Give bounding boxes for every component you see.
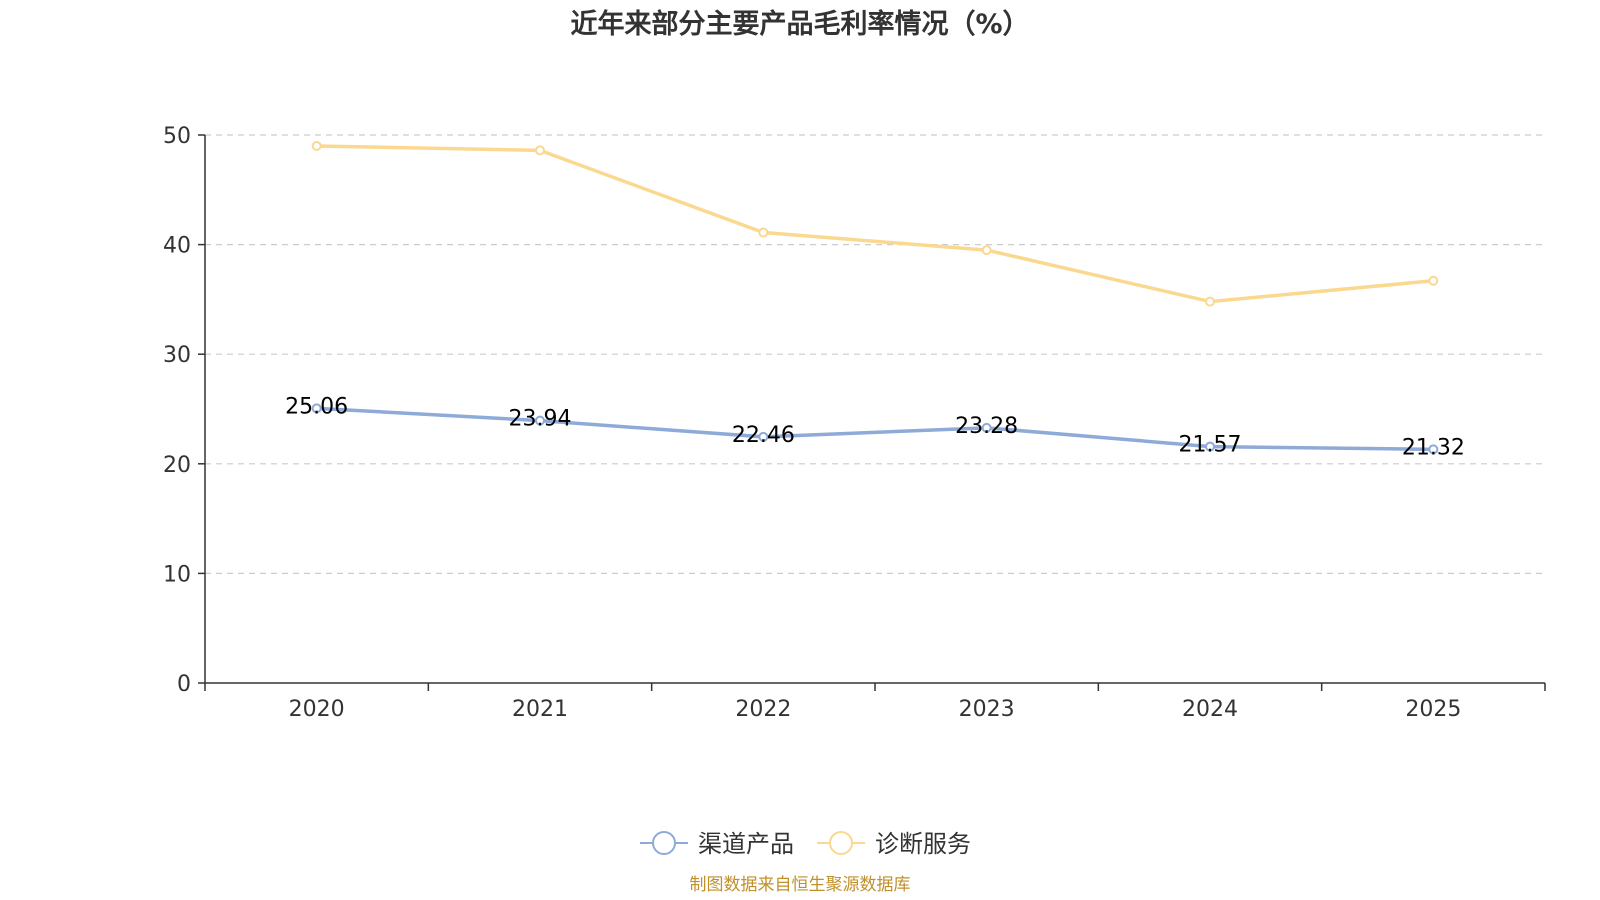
y-tick-label: 10 xyxy=(163,562,191,587)
data-point xyxy=(311,403,322,414)
chart-title: 近年来部分主要产品毛利率情况（%） xyxy=(570,8,1029,40)
x-tick-label: 2024 xyxy=(1182,697,1238,722)
data-point xyxy=(981,422,992,433)
data-point xyxy=(1428,444,1439,455)
data-label: 25.06 xyxy=(285,394,348,419)
y-tick-label: 40 xyxy=(163,234,191,259)
data-point xyxy=(535,415,545,426)
y-tick-label: 0 xyxy=(177,672,191,697)
x-tick-label: 2020 xyxy=(289,697,345,722)
data-point xyxy=(1428,275,1439,286)
data-label: 23.28 xyxy=(955,414,1018,439)
data-label: 23.94 xyxy=(509,407,572,432)
x-tick-label: 2022 xyxy=(735,697,791,722)
x-tick-label: 2023 xyxy=(959,697,1015,722)
data-label: 22.46 xyxy=(732,423,795,448)
legend-label: 诊断服务 xyxy=(875,830,971,858)
data-point xyxy=(1205,441,1215,452)
series-line-0 xyxy=(314,406,1436,452)
legend-marker-1 xyxy=(829,831,853,855)
data-point xyxy=(758,431,769,442)
data-label: 21.32 xyxy=(1402,435,1465,460)
source-note: 制图数据来自恒生聚源数据库 xyxy=(690,875,911,895)
legend-label: 渠道产品 xyxy=(698,830,794,858)
legend-marker-0 xyxy=(652,831,676,855)
y-tick-label: 30 xyxy=(163,343,191,368)
y-tick-label: 50 xyxy=(163,124,191,149)
y-tick-label: 20 xyxy=(163,453,191,478)
x-tick-label: 2025 xyxy=(1405,697,1461,722)
data-point xyxy=(311,140,322,151)
x-tick-label: 2021 xyxy=(512,697,568,722)
data-point xyxy=(758,227,769,238)
series-line-1 xyxy=(314,144,1436,304)
data-point xyxy=(1205,296,1215,307)
data-point xyxy=(535,145,545,156)
data-point xyxy=(981,245,992,256)
data-label: 21.57 xyxy=(1179,433,1242,458)
